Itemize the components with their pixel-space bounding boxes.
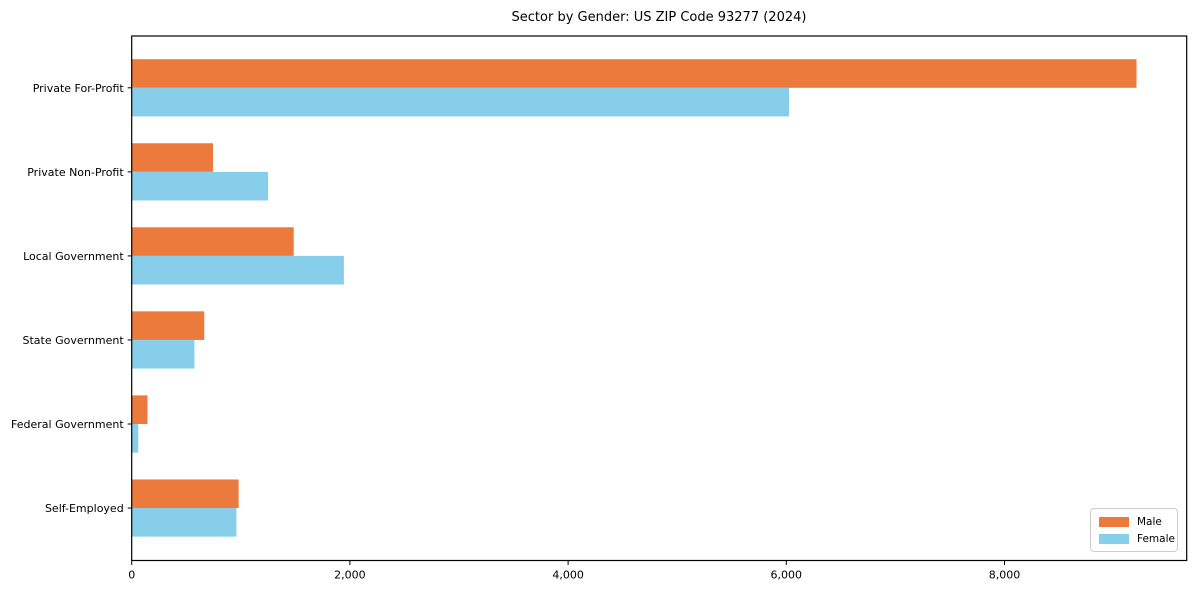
bar-female-2 bbox=[131, 255, 344, 285]
legend-item-female: Female bbox=[1099, 531, 1177, 547]
bar-female-1 bbox=[131, 171, 269, 201]
legend-label-female: Female bbox=[1137, 532, 1175, 545]
bar-male-4 bbox=[131, 395, 148, 424]
bar-male-1 bbox=[131, 143, 213, 172]
bar-male-3 bbox=[131, 311, 205, 340]
category-label-1: Private Non-Profit bbox=[27, 166, 124, 179]
plot-border bbox=[131, 35, 1188, 562]
category-label-2: Local Government bbox=[23, 250, 124, 263]
chart-title: Sector by Gender: US ZIP Code 93277 (202… bbox=[511, 10, 807, 25]
legend-label-male: Male bbox=[1137, 515, 1162, 528]
x-tick-label-4: 8,000 bbox=[989, 569, 1021, 582]
category-label-0: Private For-Profit bbox=[33, 82, 125, 95]
bar-female-5 bbox=[131, 508, 237, 537]
bar-male-2 bbox=[131, 227, 294, 256]
category-label-5: Self-Employed bbox=[45, 502, 124, 515]
bar-female-3 bbox=[131, 339, 195, 369]
bar-female-0 bbox=[131, 87, 790, 117]
legend-item-male: Male bbox=[1099, 514, 1177, 530]
x-tick-label-3: 6,000 bbox=[771, 569, 803, 582]
x-tick-label-1: 2,000 bbox=[334, 569, 366, 582]
bar-male-5 bbox=[131, 479, 239, 509]
bar-female-4 bbox=[131, 424, 139, 453]
category-label-4: Federal Government bbox=[11, 418, 124, 431]
legend: Male Female bbox=[1090, 508, 1178, 552]
category-label-3: State Government bbox=[22, 334, 124, 347]
legend-swatch-female-icon bbox=[1099, 534, 1129, 544]
x-tick-label-2: 4,000 bbox=[552, 569, 584, 582]
legend-swatch-male-icon bbox=[1099, 517, 1129, 527]
x-tick-label-0: 0 bbox=[128, 569, 135, 582]
bar-male-0 bbox=[131, 59, 1137, 88]
